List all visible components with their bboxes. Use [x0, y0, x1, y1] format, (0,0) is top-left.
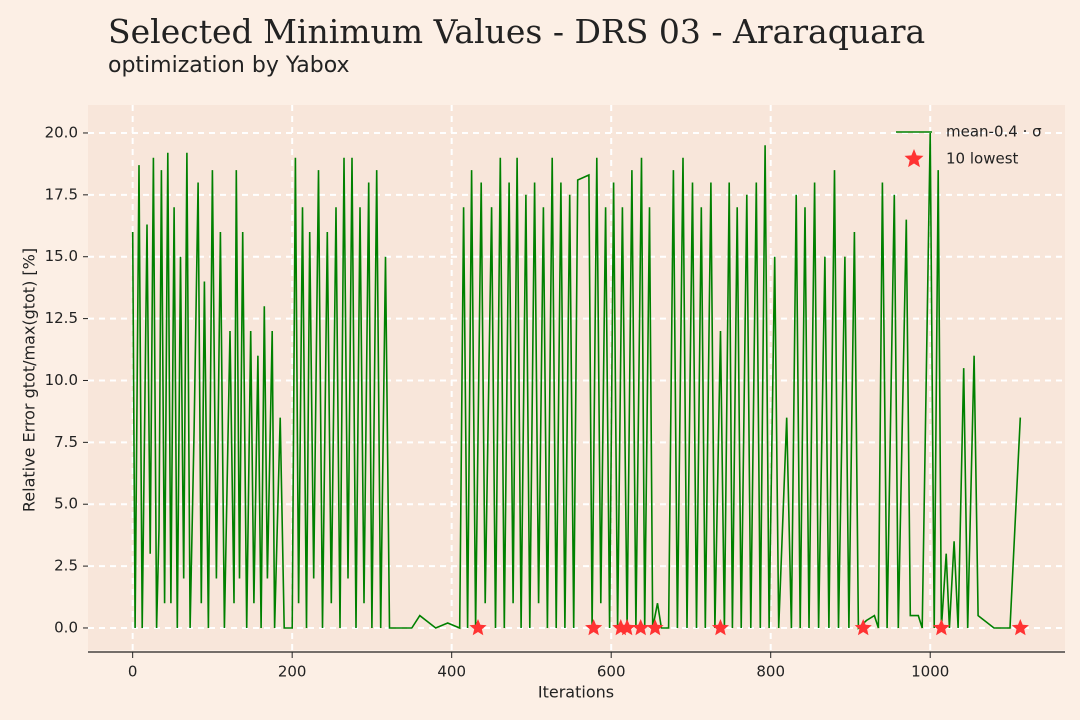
lowest-marker — [585, 619, 603, 636]
lowest-marker — [632, 619, 650, 636]
x-axis-label: Iterations — [538, 683, 614, 702]
lowest-marker — [646, 619, 664, 636]
chart-subtitle: optimization by Yabox — [108, 53, 350, 78]
y-tick-label: 12.5 — [45, 309, 78, 327]
y-tick-label: 0.0 — [54, 618, 78, 636]
x-tick-label: 800 — [756, 663, 785, 681]
series-line — [131, 132, 1022, 630]
lowest-marker — [469, 619, 487, 636]
lowest-marker — [932, 619, 950, 636]
x-tick-label: 1000 — [911, 663, 949, 681]
y-tick-label: 2.5 — [54, 557, 78, 575]
y-tick-label: 10.0 — [45, 371, 78, 389]
y-tick-label: 7.5 — [54, 433, 78, 451]
legend-label: 10 lowest — [946, 150, 1019, 168]
y-tick-label: 5.0 — [54, 495, 78, 513]
legend-marker — [904, 149, 924, 168]
y-axis-label: Relative Error gtot/max(gtot) [%] — [20, 248, 39, 512]
chart-title: Selected Minimum Values - DRS 03 - Arara… — [108, 12, 925, 51]
x-tick-label: 600 — [597, 663, 626, 681]
lowest-marker — [618, 619, 636, 636]
y-tick-label: 15.0 — [45, 247, 78, 265]
lowest-marker — [711, 619, 729, 636]
x-tick-label: 0 — [128, 663, 138, 681]
y-tick-label: 17.5 — [45, 185, 78, 203]
lowest-marker — [1011, 619, 1029, 636]
y-tick-label: 20.0 — [45, 123, 78, 141]
x-tick-label: 200 — [278, 663, 307, 681]
x-tick-label: 400 — [437, 663, 466, 681]
legend-label: mean-0.4 · σ — [946, 123, 1042, 141]
lowest-marker — [854, 619, 872, 636]
